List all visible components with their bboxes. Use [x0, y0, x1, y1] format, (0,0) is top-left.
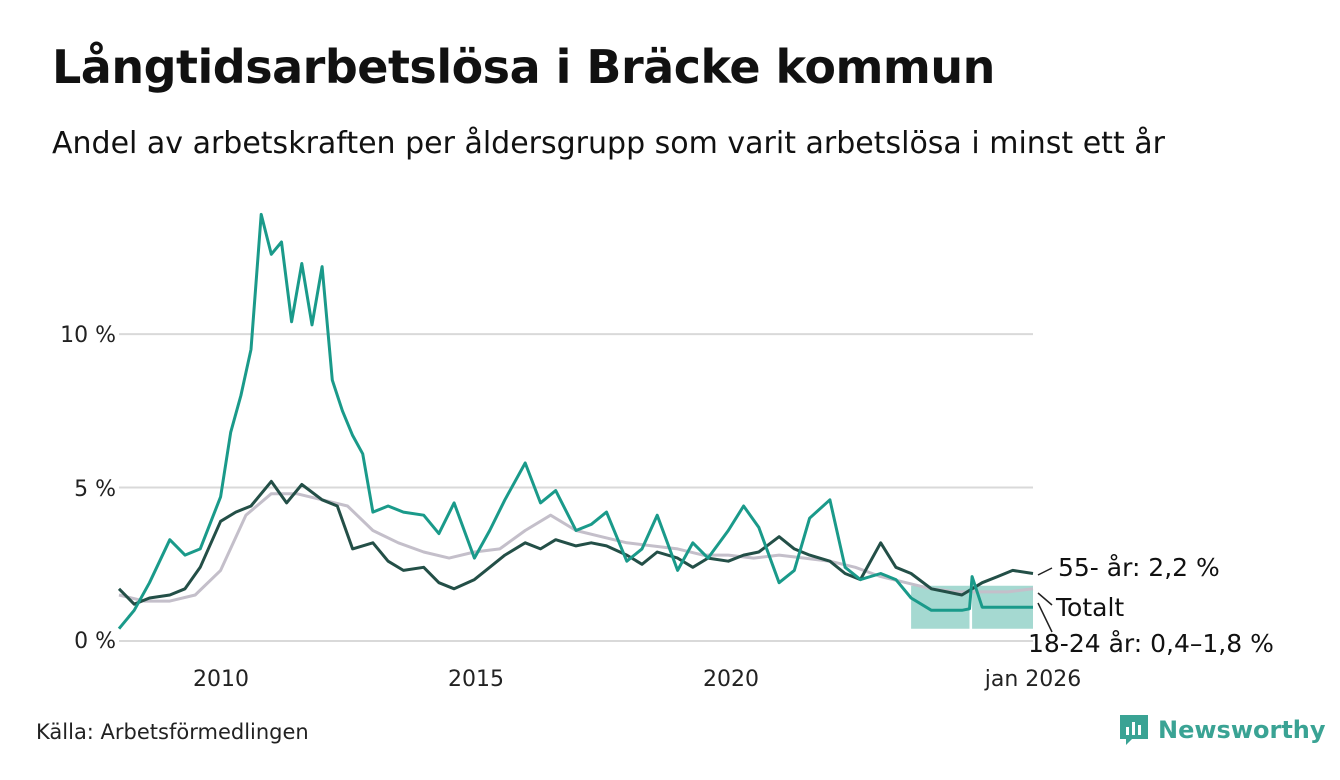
chart-subtitle: Andel av arbetskraften per åldersgrupp s…: [52, 126, 1165, 161]
y-tick-label-0: 0 %: [74, 629, 116, 654]
label-leader-55: [1037, 567, 1053, 576]
source-note: Källa: Arbetsförmedlingen: [36, 720, 309, 744]
series-line-totalt: [118, 492, 1034, 603]
end-labels: 55- år: 2,2 % Totalt 18-24 år: 0,4–1,8 %: [1028, 553, 1274, 658]
band-18-24-segment-1: [911, 585, 970, 629]
x-tick-label-2015: 2015: [448, 667, 504, 692]
label-leader-total: [1037, 592, 1053, 606]
line-chart: 0 % 5 % 10 % 2010 2015 2020 jan 2026 55-…: [60, 212, 1274, 692]
x-tick-label-2010: 2010: [193, 667, 249, 692]
newsworthy-logo-icon: [1120, 715, 1148, 745]
series-line-18-24: [117, 212, 1033, 630]
brand-name: Newsworthy: [1158, 716, 1326, 744]
y-tick-label-5: 5 %: [74, 477, 116, 502]
label-18-24: 18-24 år: 0,4–1,8 %: [1028, 629, 1274, 658]
series-layer: [117, 212, 1034, 630]
x-tick-label-jan-2026: jan 2026: [984, 667, 1082, 692]
label-total: Totalt: [1055, 593, 1124, 622]
series-line-55: [117, 479, 1034, 606]
y-tick-label-10: 10 %: [60, 323, 116, 348]
grid-lines: [119, 333, 1033, 642]
y-axis-labels: 0 % 5 % 10 %: [60, 323, 116, 654]
x-tick-label-2020: 2020: [703, 667, 759, 692]
brand-logo: Newsworthy: [1118, 713, 1326, 747]
label-leader-18-24: [1037, 602, 1053, 633]
label-55: 55- år: 2,2 %: [1058, 553, 1220, 582]
chart-title: Långtidsarbetslösa i Bräcke kommun: [52, 40, 995, 94]
x-axis-labels: 2010 2015 2020 jan 2026: [193, 667, 1081, 692]
